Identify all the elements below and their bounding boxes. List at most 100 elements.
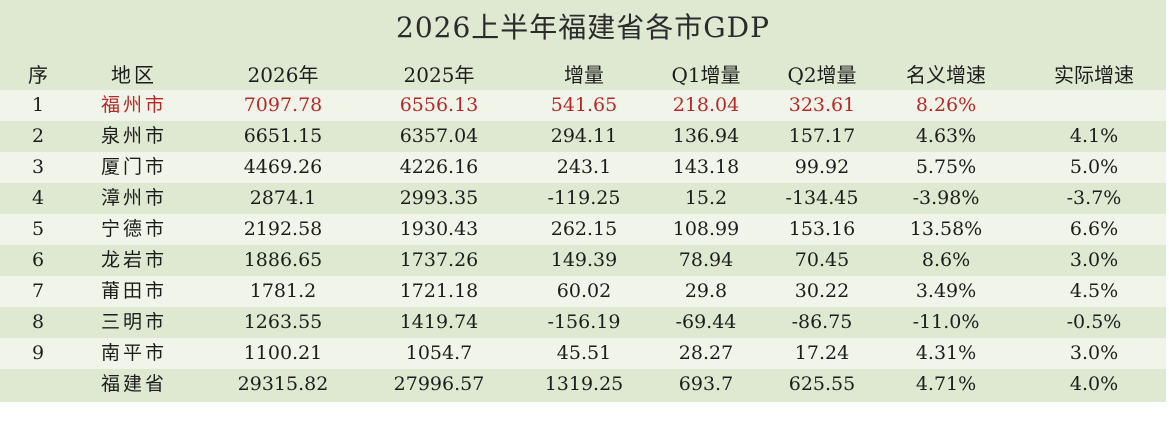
table-row: 1 福州市 7097.78 6556.13 541.65 218.04 323.… — [0, 90, 1166, 121]
cell-nominal-growth: 4.31% — [915, 342, 977, 364]
table-body: 1 福州市 7097.78 6556.13 541.65 218.04 323.… — [0, 90, 1166, 400]
table-row: 8 三明市 1263.55 1419.74 -156.19 -69.44 -86… — [0, 307, 1166, 338]
cell-q1-increment: -69.44 — [675, 311, 737, 333]
cell-index: 5 — [31, 218, 45, 240]
cell-increment: 60.02 — [556, 280, 612, 302]
cell-q1-increment: 78.94 — [678, 249, 734, 271]
table-row: 6 龙岩市 1886.65 1737.26 149.39 78.94 70.45… — [0, 245, 1166, 276]
table-panel: 2026上半年福建省各市GDP 序 地区 2026年 2025年 增量 Q1增量… — [0, 0, 1166, 402]
cell-nominal-growth: -3.98% — [912, 187, 980, 209]
cell-increment: -119.25 — [547, 187, 621, 209]
cell-nominal-growth: 8.6% — [921, 249, 971, 271]
cell-q2-increment: 17.24 — [794, 342, 850, 364]
cell-q2-increment: -134.45 — [785, 187, 859, 209]
cell-index — [20, 369, 56, 400]
cell-increment: 243.1 — [556, 156, 612, 178]
cell-region: 福建省 — [100, 373, 167, 395]
cell-2026: 1100.21 — [243, 342, 323, 364]
cell-real-growth: 3.0% — [1069, 342, 1119, 364]
cell-nominal-growth: 4.63% — [915, 125, 977, 147]
cell-index: 6 — [31, 249, 45, 271]
cell-nominal-growth: 8.26% — [915, 94, 977, 116]
cell-q1-increment: 693.7 — [678, 373, 734, 395]
cell-q2-increment: 153.16 — [788, 218, 856, 240]
cell-2025: 2993.35 — [399, 187, 479, 209]
cell-index: 9 — [31, 342, 45, 364]
column-header-region: 地区 — [111, 63, 157, 87]
column-header-q2-increment: Q2增量 — [787, 63, 857, 87]
cell-increment: 45.51 — [556, 342, 612, 364]
cell-2025: 6556.13 — [399, 94, 479, 116]
cell-index: 4 — [31, 187, 45, 209]
cell-increment: 149.39 — [550, 249, 618, 271]
cell-nominal-growth: 3.49% — [915, 280, 977, 302]
column-header-nominal-growth: 名义增速 — [906, 63, 986, 87]
cell-q1-increment: 136.94 — [672, 125, 740, 147]
table-title: 2026上半年福建省各市GDP — [396, 11, 770, 44]
table-header: 序 地区 2026年 2025年 增量 Q1增量 Q2增量 名义增速 实际增速 — [0, 60, 1166, 90]
cell-region: 龙岩市 — [100, 249, 167, 271]
cell-region: 莆田市 — [100, 280, 167, 302]
cell-index: 7 — [31, 280, 45, 302]
cell-region: 三明市 — [100, 311, 167, 333]
cell-2025: 1419.74 — [399, 311, 479, 333]
cell-q1-increment: 143.18 — [672, 156, 740, 178]
cell-index: 2 — [31, 125, 45, 147]
cell-2025: 1737.26 — [399, 249, 479, 271]
cell-real-growth: 4.5% — [1069, 280, 1119, 302]
cell-index: 8 — [31, 311, 45, 333]
cell-region: 南平市 — [100, 342, 167, 364]
cell-2025: 27996.57 — [393, 373, 485, 395]
column-header-2025: 2025年 — [403, 63, 475, 87]
cell-real-growth: 6.6% — [1069, 218, 1119, 240]
cell-q1-increment: 29.8 — [684, 280, 728, 302]
cell-real-growth: 4.0% — [1069, 373, 1119, 395]
cell-region: 泉州市 — [100, 125, 167, 147]
cell-q2-increment: 157.17 — [788, 125, 856, 147]
cell-increment: 541.65 — [550, 94, 618, 116]
cell-2026: 4469.26 — [243, 156, 323, 178]
cell-real-growth: 3.0% — [1069, 249, 1119, 271]
cell-2025: 1721.18 — [399, 280, 479, 302]
table-row: 4 漳州市 2874.1 2993.35 -119.25 15.2 -134.4… — [0, 183, 1166, 214]
cell-region: 福州市 — [100, 94, 167, 116]
cell-increment: 262.15 — [550, 218, 618, 240]
cell-2026: 6651.15 — [243, 125, 323, 147]
cell-index: 1 — [31, 94, 45, 116]
cell-q1-increment: 218.04 — [672, 94, 740, 116]
cell-2025: 1054.7 — [405, 342, 473, 364]
cell-real-growth: -0.5% — [1066, 311, 1122, 333]
cell-2026: 1886.65 — [243, 249, 323, 271]
cell-increment: -156.19 — [547, 311, 621, 333]
cell-increment: 294.11 — [550, 125, 618, 147]
column-header-increment: 增量 — [564, 63, 604, 87]
cell-2025: 1930.43 — [399, 218, 479, 240]
cell-increment: 1319.25 — [544, 373, 624, 395]
cell-q2-increment: 70.45 — [794, 249, 850, 271]
table-row: 5 宁德市 2192.58 1930.43 262.15 108.99 153.… — [0, 214, 1166, 245]
cell-q2-increment: 323.61 — [788, 94, 856, 116]
cell-q2-increment: 625.55 — [788, 373, 856, 395]
cell-nominal-growth: -11.0% — [912, 311, 980, 333]
cell-2026: 29315.82 — [237, 373, 329, 395]
cell-region: 厦门市 — [100, 156, 167, 178]
cell-q2-increment: 99.92 — [794, 156, 850, 178]
cell-2026: 2192.58 — [243, 218, 323, 240]
cell-q1-increment: 15.2 — [684, 187, 728, 209]
cell-2026: 1781.2 — [249, 280, 317, 302]
table-row: 7 莆田市 1781.2 1721.18 60.02 29.8 30.22 3.… — [0, 276, 1166, 307]
table-row: 9 南平市 1100.21 1054.7 45.51 28.27 17.24 4… — [0, 338, 1166, 369]
cell-q2-increment: -86.75 — [791, 311, 853, 333]
column-header-q1-increment: Q1增量 — [671, 63, 741, 87]
cell-nominal-growth: 13.58% — [909, 218, 983, 240]
cell-nominal-growth: 4.71% — [915, 373, 977, 395]
cell-2025: 6357.04 — [399, 125, 479, 147]
cell-index: 3 — [31, 156, 45, 178]
cell-2026: 7097.78 — [243, 94, 323, 116]
cell-region: 漳州市 — [100, 187, 167, 209]
table-row-total: 福建省 29315.82 27996.57 1319.25 693.7 625.… — [0, 369, 1166, 400]
table-row: 2 泉州市 6651.15 6357.04 294.11 136.94 157.… — [0, 121, 1166, 152]
column-header-real-growth: 实际增速 — [1054, 63, 1134, 87]
table-row: 3 厦门市 4469.26 4226.16 243.1 143.18 99.92… — [0, 152, 1166, 183]
column-header-index: 序 — [28, 63, 48, 87]
